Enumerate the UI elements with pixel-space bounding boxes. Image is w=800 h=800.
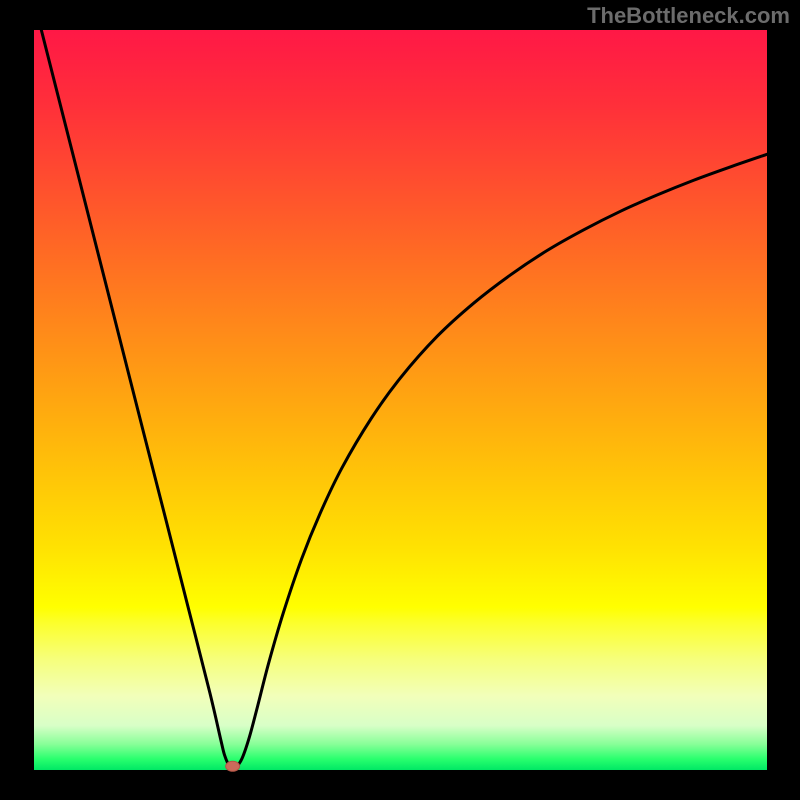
minimum-marker xyxy=(226,761,240,771)
chart-container: { "watermark": { "text": "TheBottleneck.… xyxy=(0,0,800,800)
watermark-text: TheBottleneck.com xyxy=(587,3,790,29)
bottleneck-curve-chart xyxy=(0,0,800,800)
plot-gradient-background xyxy=(34,30,767,770)
